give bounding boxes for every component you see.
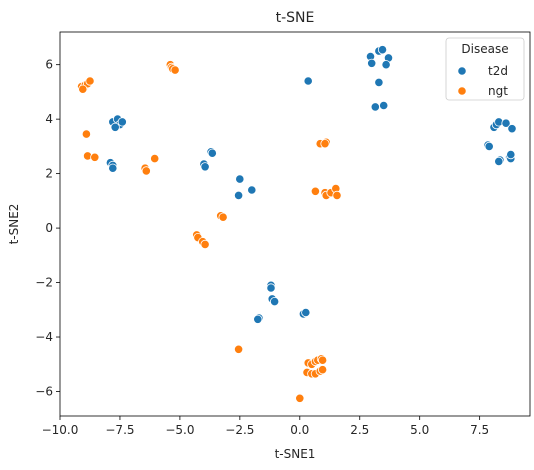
point-t2d-40 <box>269 296 280 307</box>
points-layer <box>77 45 517 403</box>
point-t2d-21 <box>381 60 391 70</box>
point-ngt-24 <box>320 139 330 149</box>
point-t2d-19 <box>377 45 388 55</box>
x-tick-label: 2.5 <box>350 423 369 437</box>
point-t2d-33 <box>494 156 504 166</box>
point-t2d-24 <box>379 100 389 111</box>
point-t2d-42 <box>253 314 263 324</box>
x-tick-label: 0.0 <box>290 423 309 437</box>
legend-marker-ngt <box>457 86 467 96</box>
point-t2d-15 <box>303 76 313 86</box>
legend-label-ngt: ngt <box>488 84 508 98</box>
legend-marker-t2d <box>457 66 467 76</box>
x-tick-label: −7.5 <box>105 423 134 437</box>
point-ngt-10 <box>81 129 92 139</box>
point-ngt-31 <box>234 344 244 354</box>
point-t2d-31 <box>507 124 517 134</box>
point-t2d-3 <box>117 117 127 127</box>
point-ngt-17 <box>218 212 228 222</box>
point-t2d-13 <box>234 190 244 200</box>
point-ngt-30 <box>332 190 342 200</box>
y-tick-label: 6 <box>45 58 53 72</box>
x-tick-label: −10.0 <box>42 423 79 437</box>
x-tick-label: 5.0 <box>410 423 429 437</box>
legend-title: Disease <box>461 42 508 56</box>
point-t2d-17 <box>367 58 377 68</box>
x-tick-label: −2.5 <box>225 423 254 437</box>
point-t2d-38 <box>266 283 276 293</box>
x-axis-label: t-SNE1 <box>275 447 316 461</box>
point-ngt-15 <box>150 154 160 164</box>
point-t2d-30 <box>501 118 511 128</box>
legend-box <box>445 37 525 101</box>
legend: Disease t2d ngt <box>445 37 525 101</box>
x-axis-ticks: −10.0 −7.5 −5.0 −2.5 0.0 2.5 5.0 7.5 <box>42 416 489 437</box>
point-t2d-26 <box>484 141 494 151</box>
point-ngt-5 <box>78 84 88 94</box>
point-t2d-9 <box>200 162 210 172</box>
point-t2d-44 <box>301 307 311 318</box>
y-tick-label: 0 <box>45 221 53 235</box>
legend-label-t2d: t2d <box>488 64 508 78</box>
point-ngt-25 <box>310 186 320 196</box>
point-t2d-11 <box>207 148 217 158</box>
legend-entries: t2d ngt <box>457 64 508 98</box>
y-tick-label: −2 <box>35 276 53 290</box>
point-ngt-9 <box>170 65 180 75</box>
point-ngt-21 <box>200 239 210 249</box>
point-ngt-43 <box>295 393 305 403</box>
y-tick-label: 4 <box>45 112 53 126</box>
point-ngt-14 <box>141 166 151 176</box>
point-t2d-4 <box>110 122 120 132</box>
y-axis-ticks: −6 −4 −2 0 2 4 6 <box>35 58 60 398</box>
point-t2d-22 <box>374 77 384 88</box>
point-t2d-14 <box>247 185 257 195</box>
point-ngt-4 <box>85 76 95 86</box>
x-tick-label: −5.0 <box>165 423 194 437</box>
chart-title: t-SNE <box>276 10 315 26</box>
y-tick-label: −4 <box>35 330 53 344</box>
point-ngt-40 <box>317 355 328 365</box>
point-t2d-23 <box>370 102 380 112</box>
point-ngt-12 <box>90 152 100 162</box>
y-tick-label: 2 <box>45 167 53 181</box>
plot-frame <box>59 31 531 417</box>
point-t2d-36 <box>506 150 516 160</box>
point-ngt-42 <box>317 365 328 375</box>
point-t2d-7 <box>108 163 118 173</box>
y-tick-label: −6 <box>35 384 53 398</box>
x-tick-label: 7.5 <box>470 423 489 437</box>
y-axis-label: t-SNE2 <box>7 204 21 245</box>
point-t2d-12 <box>235 174 245 184</box>
